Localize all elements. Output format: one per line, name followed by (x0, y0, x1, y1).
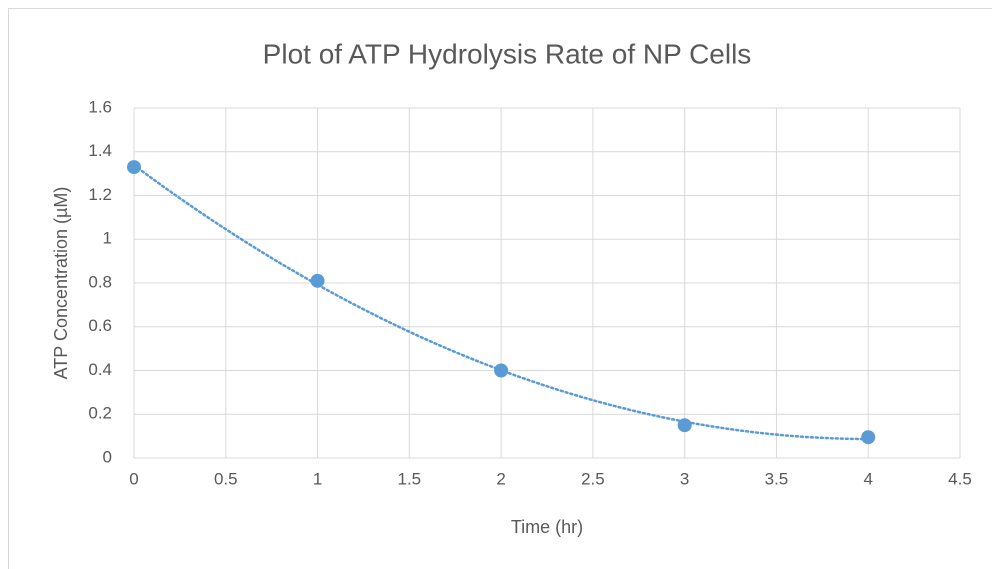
x-axis-label: Time (hr) (511, 517, 583, 537)
x-tick-label: 4 (863, 469, 872, 488)
x-tick-label: 3 (680, 469, 689, 488)
x-tick-label: 3.5 (765, 469, 789, 488)
data-point (861, 430, 876, 445)
y-tick-label: 1.2 (88, 185, 112, 204)
data-point (677, 418, 692, 433)
x-tick-label: 2 (496, 469, 505, 488)
y-tick-label: 1.6 (88, 97, 112, 116)
y-tick-label: 1.4 (88, 141, 112, 160)
y-tick-label: 0.8 (88, 272, 112, 291)
y-tick-label: 1 (103, 229, 112, 248)
x-tick-label: 1.5 (398, 469, 422, 488)
chart-border (8, 8, 992, 569)
x-tick-label: 0.5 (214, 469, 238, 488)
y-axis-label: ATP Concentration (µM) (51, 187, 71, 380)
x-tick-label: 4.5 (948, 469, 972, 488)
data-point (127, 160, 141, 175)
x-tick-label: 1 (313, 469, 322, 488)
y-tick-label: 0 (103, 447, 112, 466)
x-tick-label: 0 (129, 469, 138, 488)
y-tick-label: 0.4 (88, 360, 112, 379)
y-tick-label: 0.2 (88, 404, 112, 423)
data-point (494, 363, 509, 378)
chart-title: Plot of ATP Hydrolysis Rate of NP Cells (263, 38, 752, 69)
data-point (310, 273, 325, 288)
y-tick-label: 0.6 (88, 316, 112, 335)
x-tick-label: 2.5 (581, 469, 605, 488)
